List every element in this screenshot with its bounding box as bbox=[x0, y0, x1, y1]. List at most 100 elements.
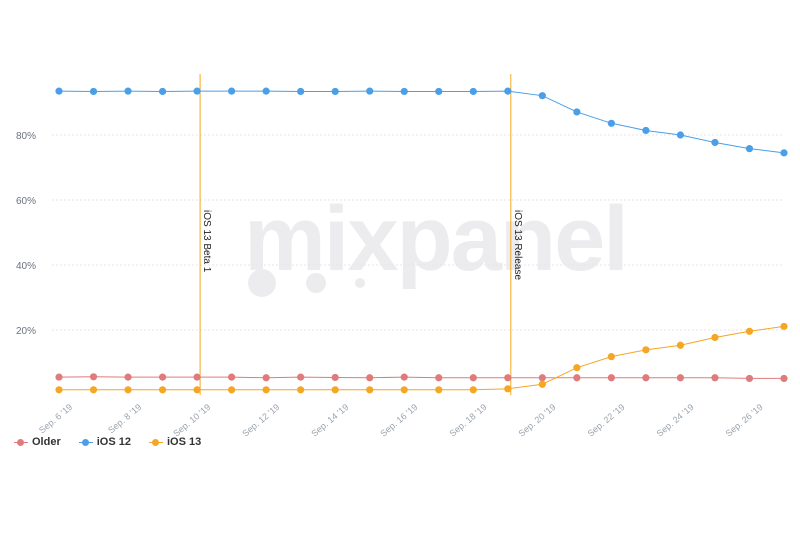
data-point[interactable] bbox=[676, 374, 685, 382]
data-point[interactable] bbox=[366, 87, 374, 95]
data-point[interactable] bbox=[642, 346, 650, 354]
data-point[interactable] bbox=[331, 87, 339, 96]
data-point[interactable] bbox=[124, 386, 132, 394]
data-point[interactable] bbox=[745, 374, 754, 383]
legend-swatch bbox=[148, 437, 163, 447]
x-tick-label: Sep. 24 '19 bbox=[655, 402, 696, 439]
series-line bbox=[58, 376, 784, 379]
data-point[interactable] bbox=[89, 386, 98, 394]
data-point[interactable] bbox=[366, 374, 374, 382]
data-point[interactable] bbox=[435, 374, 443, 382]
data-point[interactable] bbox=[297, 373, 305, 381]
y-tick-label: 40% bbox=[16, 261, 36, 272]
data-point[interactable] bbox=[124, 373, 132, 381]
data-point[interactable] bbox=[297, 386, 305, 394]
x-tick-label: Sep. 12 '19 bbox=[240, 402, 281, 439]
series-line bbox=[59, 325, 785, 391]
y-tick-label: 80% bbox=[16, 131, 36, 142]
legend-label: iOS 12 bbox=[96, 436, 131, 448]
data-point[interactable] bbox=[745, 327, 754, 335]
data-point[interactable] bbox=[435, 87, 443, 96]
data-point[interactable] bbox=[607, 119, 615, 127]
grid bbox=[52, 134, 784, 331]
legend-label: Older bbox=[32, 436, 61, 448]
data-point[interactable] bbox=[262, 386, 270, 394]
x-tick-label: Sep. 18 '19 bbox=[447, 402, 488, 439]
data-point[interactable] bbox=[55, 386, 63, 394]
x-tick-label: Sep. 14 '19 bbox=[309, 402, 350, 439]
series-ios-12 bbox=[55, 87, 788, 157]
data-point[interactable] bbox=[642, 126, 650, 135]
legend-item-ios-13[interactable]: iOS 13 bbox=[148, 436, 201, 448]
data-point[interactable] bbox=[193, 386, 201, 394]
x-tick-label: Sep. 10 '19 bbox=[171, 402, 212, 439]
data-point[interactable] bbox=[89, 373, 98, 381]
mixpanel-watermark: mixpanel bbox=[244, 188, 629, 297]
legend-item-ios-12[interactable]: iOS 12 bbox=[78, 436, 131, 448]
watermark-text: mixpanel bbox=[244, 188, 627, 290]
data-point[interactable] bbox=[228, 386, 236, 394]
watermark-dot-large bbox=[248, 269, 276, 297]
data-point[interactable] bbox=[745, 145, 754, 153]
data-point[interactable] bbox=[124, 87, 132, 95]
data-point[interactable] bbox=[573, 108, 581, 116]
data-point[interactable] bbox=[469, 87, 477, 96]
y-tick-label: 20% bbox=[16, 326, 36, 337]
data-point[interactable] bbox=[400, 386, 408, 394]
data-point[interactable] bbox=[158, 386, 167, 394]
legend-item-older[interactable]: Older bbox=[14, 436, 61, 448]
data-point[interactable] bbox=[711, 374, 719, 382]
data-point[interactable] bbox=[676, 131, 685, 139]
x-tick-label: Sep. 8 '19 bbox=[106, 402, 143, 436]
data-point[interactable] bbox=[642, 374, 650, 382]
data-point[interactable] bbox=[158, 87, 167, 96]
x-tick-label: Sep. 16 '19 bbox=[378, 402, 419, 439]
data-point[interactable] bbox=[89, 87, 98, 96]
x-tick-label: Sep. 20 '19 bbox=[517, 402, 558, 439]
data-point[interactable] bbox=[262, 374, 270, 382]
data-point[interactable] bbox=[400, 87, 408, 96]
data-point[interactable] bbox=[504, 385, 512, 393]
data-point[interactable] bbox=[504, 87, 512, 95]
data-point[interactable] bbox=[504, 374, 512, 382]
legend-swatch bbox=[14, 437, 28, 447]
data-point[interactable] bbox=[55, 87, 63, 95]
watermark-dot-medium bbox=[306, 273, 326, 293]
data-point[interactable] bbox=[193, 373, 201, 381]
data-point[interactable] bbox=[331, 373, 339, 382]
data-point[interactable] bbox=[435, 386, 443, 394]
data-point[interactable] bbox=[469, 374, 477, 382]
data-point[interactable] bbox=[711, 138, 719, 147]
data-point[interactable] bbox=[780, 149, 788, 157]
data-point[interactable] bbox=[262, 87, 270, 95]
data-point[interactable] bbox=[228, 87, 236, 95]
data-point[interactable] bbox=[228, 373, 236, 381]
data-point[interactable] bbox=[607, 374, 615, 382]
data-point[interactable] bbox=[538, 374, 546, 382]
x-tick-label: Sep. 22 '19 bbox=[586, 402, 627, 439]
data-point[interactable] bbox=[573, 364, 581, 372]
data-point[interactable] bbox=[366, 386, 374, 394]
data-point[interactable] bbox=[297, 87, 305, 96]
y-tick-label: 60% bbox=[16, 196, 36, 207]
y-axis: 20% 40% 60% 80% bbox=[16, 131, 36, 337]
data-point[interactable] bbox=[711, 333, 719, 342]
data-point[interactable] bbox=[538, 92, 546, 100]
data-point[interactable] bbox=[607, 353, 615, 361]
data-point[interactable] bbox=[780, 374, 788, 383]
series bbox=[55, 87, 788, 394]
legend-swatch bbox=[78, 437, 93, 447]
x-tick-label: Sep. 6 '19 bbox=[37, 402, 74, 436]
data-point[interactable] bbox=[676, 341, 685, 349]
data-point[interactable] bbox=[538, 380, 546, 388]
data-point[interactable] bbox=[400, 373, 408, 381]
data-point[interactable] bbox=[573, 374, 581, 382]
series-ios-13 bbox=[55, 322, 788, 394]
data-point[interactable] bbox=[331, 386, 339, 394]
legend: Older iOS 12 iOS 13 bbox=[14, 436, 201, 448]
data-point[interactable] bbox=[193, 87, 201, 95]
data-point[interactable] bbox=[55, 373, 63, 381]
data-point[interactable] bbox=[158, 373, 167, 381]
data-point[interactable] bbox=[469, 386, 477, 394]
data-point[interactable] bbox=[780, 322, 788, 331]
